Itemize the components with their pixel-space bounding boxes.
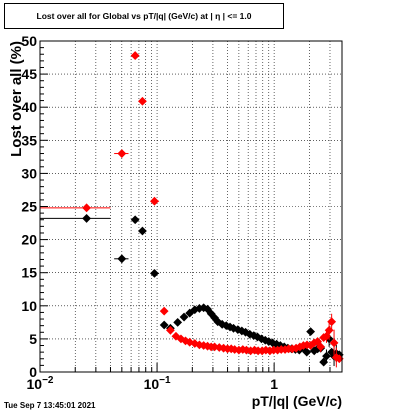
x-tick-label: 10−2: [27, 375, 54, 392]
timestamp: Tue Sep 7 13:45:01 2021: [4, 401, 96, 410]
data-point-black: [138, 226, 147, 236]
data-point-red: [234, 345, 244, 355]
data-point-black: [302, 347, 312, 357]
data-point-red: [117, 149, 127, 158]
data-point-black: [253, 332, 262, 342]
y-tick-label: 30: [21, 165, 37, 181]
grid-lines: [40, 41, 342, 372]
y-tick-label: 15: [21, 265, 37, 281]
x-tick-label: 1: [270, 376, 278, 392]
data-point-red: [329, 338, 339, 348]
data-point-black: [322, 351, 331, 361]
data-point-red: [159, 306, 169, 316]
data-point-black: [210, 313, 219, 323]
data-point-red: [130, 51, 140, 60]
series-red: [40, 51, 344, 368]
chart-title: Lost over all for Global vs pT/|q| (GeV/…: [4, 3, 284, 29]
data-point-red: [309, 338, 319, 348]
data-point-red: [334, 354, 344, 364]
data-point-red: [82, 203, 91, 213]
data-point-black: [225, 322, 235, 332]
data-point-black: [233, 325, 243, 335]
data-point-red: [261, 345, 271, 355]
y-tick-label: 50: [21, 33, 37, 49]
data-point-red: [324, 325, 334, 335]
data-series: [40, 51, 344, 368]
y-tick-label: 40: [21, 99, 37, 115]
data-point-black: [275, 341, 285, 350]
data-point-red: [181, 336, 190, 346]
y-tick-label: 45: [21, 66, 37, 82]
data-point-red: [230, 345, 240, 354]
x-tick-label: 10−1: [144, 375, 171, 392]
data-point-black: [173, 317, 183, 327]
data-point-black: [179, 312, 189, 322]
data-point-red: [210, 342, 219, 352]
data-point-black: [245, 329, 255, 339]
data-point-black: [319, 357, 329, 367]
data-point-red: [190, 339, 200, 348]
data-point-black: [309, 346, 319, 356]
y-tick-label: 25: [21, 199, 37, 215]
data-point-black: [203, 304, 212, 314]
y-axis-title: Lost over all (%): [8, 41, 25, 157]
y-tick-label: 35: [21, 132, 37, 148]
y-tick-label: 0: [29, 364, 37, 380]
data-point-red: [166, 325, 175, 335]
data-point-black: [150, 268, 159, 278]
x-axis-title: pT/|q| (GeV/c): [252, 393, 342, 409]
data-point-black: [130, 215, 140, 225]
y-tick-label: 20: [21, 232, 37, 248]
data-point-black: [306, 327, 316, 337]
data-point-black: [82, 214, 91, 223]
y-tick-label: 10: [21, 298, 37, 314]
data-point-red: [242, 345, 251, 355]
data-point-black: [206, 309, 216, 319]
data-point-black: [260, 335, 270, 345]
data-point-black: [217, 319, 227, 329]
data-point-red: [316, 342, 326, 352]
data-point-red: [327, 317, 337, 327]
data-point-red: [150, 196, 159, 206]
y-tick-label: 5: [29, 331, 37, 347]
data-point-black: [237, 326, 247, 336]
data-point-red: [138, 96, 147, 106]
data-point-black: [195, 304, 204, 313]
data-point-black: [159, 320, 169, 330]
data-point-red: [199, 341, 209, 350]
data-point-black: [117, 254, 127, 264]
